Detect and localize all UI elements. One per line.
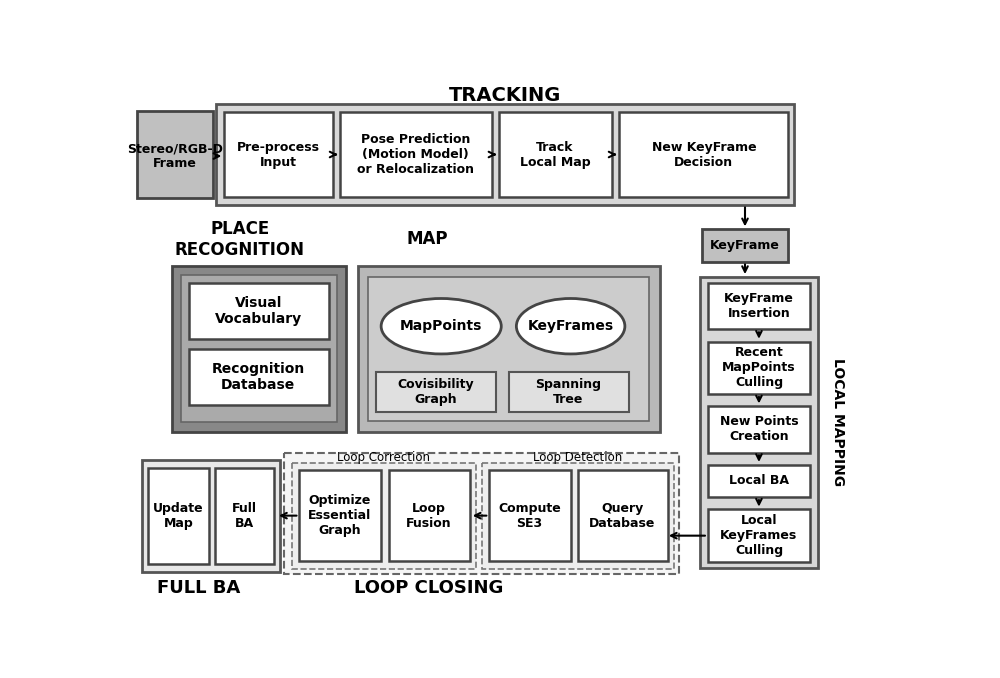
Text: New KeyFrame
Decision: New KeyFrame Decision <box>652 140 756 169</box>
Bar <box>142 460 280 572</box>
Bar <box>489 471 571 561</box>
Text: Visual
Vocabulary: Visual Vocabulary <box>215 296 302 326</box>
Bar <box>700 277 818 568</box>
Text: MapPoints: MapPoints <box>400 319 482 333</box>
Text: New Points
Creation: New Points Creation <box>720 416 798 443</box>
Bar <box>189 349 329 405</box>
Bar <box>708 342 810 394</box>
Bar <box>509 372 629 412</box>
Bar <box>215 468 274 564</box>
Bar <box>181 275 337 422</box>
Bar <box>708 465 810 497</box>
Bar <box>702 229 788 262</box>
Bar <box>499 112 612 197</box>
Text: Stereo/RGB-D
Frame: Stereo/RGB-D Frame <box>127 142 223 170</box>
Text: Spanning
Tree: Spanning Tree <box>535 378 601 406</box>
Text: MAP: MAP <box>406 231 448 248</box>
Text: KeyFrames: KeyFrames <box>528 319 614 333</box>
Text: Loop Correction: Loop Correction <box>337 451 430 464</box>
Bar <box>137 111 213 199</box>
Text: Update
Map: Update Map <box>153 502 204 530</box>
Text: Track
Local Map: Track Local Map <box>520 140 590 169</box>
Bar <box>292 462 476 569</box>
Bar <box>388 471 470 561</box>
Text: Loop Detection: Loop Detection <box>533 451 622 464</box>
Bar <box>708 283 810 330</box>
Text: Query
Database: Query Database <box>589 502 656 530</box>
Text: Pose Prediction
(Motion Model)
or Relocalization: Pose Prediction (Motion Model) or Reloca… <box>357 133 474 176</box>
Text: Optimize
Essential
Graph: Optimize Essential Graph <box>308 494 371 537</box>
Text: KeyFrame
Insertion: KeyFrame Insertion <box>724 292 794 320</box>
Bar <box>172 266 346 432</box>
Text: Compute
SE3: Compute SE3 <box>498 502 561 530</box>
Text: Covisibility
Graph: Covisibility Graph <box>397 378 474 406</box>
Bar <box>189 283 329 338</box>
Bar <box>368 277 649 421</box>
Text: LOOP CLOSING: LOOP CLOSING <box>354 579 503 597</box>
Text: PLACE
RECOGNITION: PLACE RECOGNITION <box>175 220 305 258</box>
Ellipse shape <box>381 298 501 354</box>
Bar <box>619 112 788 197</box>
Bar <box>216 104 794 205</box>
Bar <box>284 452 679 574</box>
Bar <box>299 471 381 561</box>
Bar <box>708 406 810 452</box>
Text: Recognition
Database: Recognition Database <box>212 362 305 392</box>
Bar <box>358 266 660 432</box>
Text: TRACKING: TRACKING <box>449 85 561 104</box>
Bar <box>340 112 492 197</box>
Bar <box>376 372 496 412</box>
Text: Loop
Fusion: Loop Fusion <box>406 502 452 530</box>
Text: KeyFrame: KeyFrame <box>710 239 780 252</box>
Bar <box>708 509 810 562</box>
Bar <box>148 468 209 564</box>
Text: FULL BA: FULL BA <box>157 579 240 597</box>
Text: LOCAL MAPPING: LOCAL MAPPING <box>831 359 845 487</box>
Bar <box>224 112 333 197</box>
Bar <box>578 471 668 561</box>
Text: Recent
MapPoints
Culling: Recent MapPoints Culling <box>722 346 796 389</box>
Text: Local BA: Local BA <box>729 475 789 487</box>
Ellipse shape <box>516 298 625 354</box>
Bar <box>482 462 674 569</box>
Text: Pre-process
Input: Pre-process Input <box>237 140 320 169</box>
Text: Local
KeyFrames
Culling: Local KeyFrames Culling <box>720 514 798 557</box>
Text: Full
BA: Full BA <box>232 502 257 530</box>
